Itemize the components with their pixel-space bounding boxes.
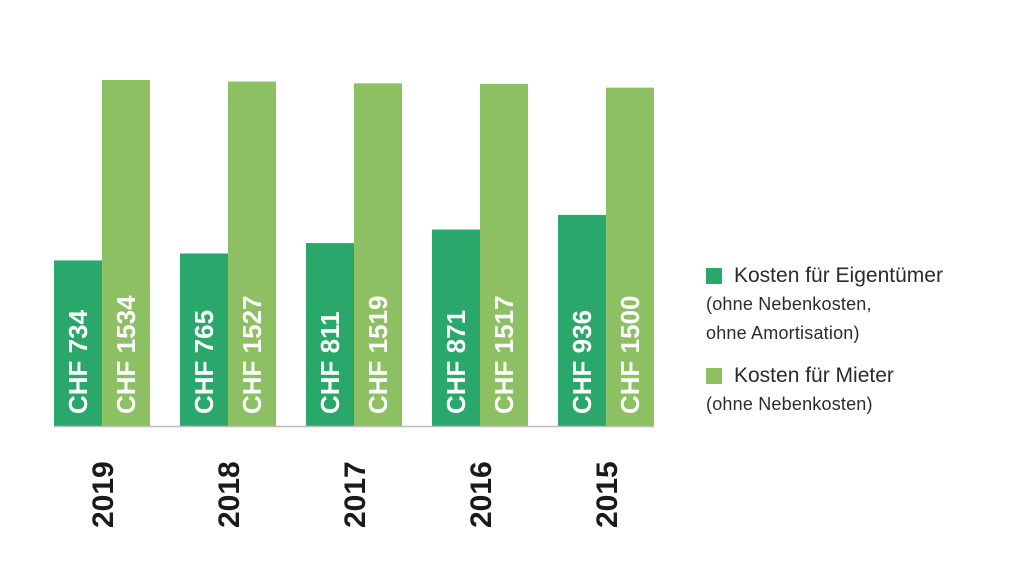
data-label-tenant-2018: CHF 1527 [237,296,267,415]
legend-swatch-tenant [706,368,722,384]
bar-tenant-2019 [102,80,150,426]
bar-owner-2017 [306,243,354,426]
data-label-tenant-2017: CHF 1519 [363,296,393,415]
bar-tenant-2017 [354,83,402,427]
data-label-owner-2016: CHF 871 [441,310,471,414]
data-label-tenant-2019: CHF 1534 [111,295,141,414]
legend: Kosten für Eigentümer (ohne Nebenkosten,… [706,262,1016,433]
data-label-owner-2015: CHF 936 [567,310,597,414]
x-tick-label-2019: 2019 [87,461,120,528]
data-label-owner-2019: CHF 734 [63,309,93,414]
x-tick-label-2017: 2017 [339,461,372,528]
bar-tenant-2018 [228,81,276,426]
legend-note-tenant: (ohne Nebenkosten) [706,394,873,414]
legend-item-tenant: Kosten für Mieter (ohne Nebenkosten) [706,362,1016,419]
legend-label-owner: Kosten für Eigentümer [734,264,943,287]
bar-owner-2016 [432,229,480,426]
data-label-owner-2017: CHF 811 [315,311,345,414]
legend-label-tenant: Kosten für Mieter [734,364,894,387]
x-tick-label-2016: 2016 [465,461,498,528]
data-label-tenant-2015: CHF 1500 [615,296,645,415]
x-tick-label-2018: 2018 [213,461,246,528]
data-label-owner-2018: CHF 765 [189,310,219,414]
bar-tenant-2016 [480,83,528,427]
legend-note-owner: (ohne Nebenkosten, ohne Amortisation) [706,294,872,343]
x-tick-label-2015: 2015 [591,461,624,528]
legend-item-owner: Kosten für Eigentümer (ohne Nebenkosten,… [706,262,1016,348]
bar-owner-2019 [54,260,102,426]
bar-tenant-2015 [606,87,654,427]
bar-owner-2015 [558,214,606,426]
bar-chart: CHF 734 CHF 1534 2019 CHF 765 CHF 1527 2018 CH… [54,80,654,528]
legend-swatch-owner [706,268,722,284]
data-label-tenant-2016: CHF 1517 [489,296,519,415]
bar-owner-2018 [180,253,228,426]
